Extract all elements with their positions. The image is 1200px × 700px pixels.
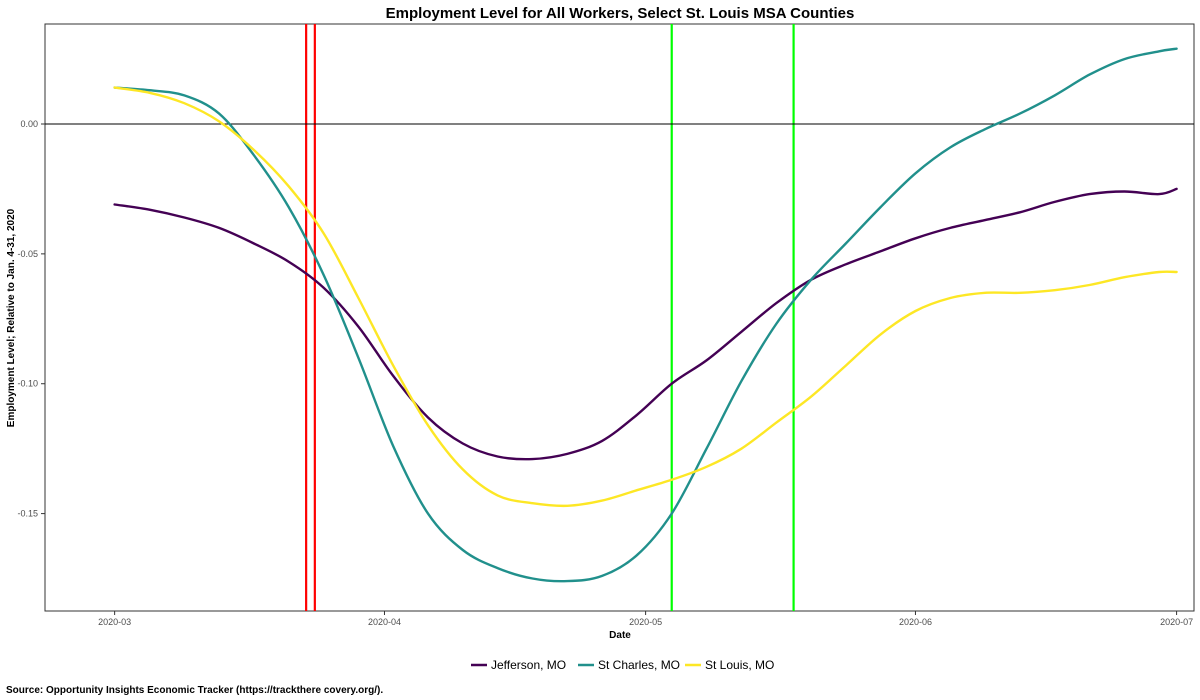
x-tick-label: 2020-07 (1160, 617, 1193, 627)
source-note: Source: Opportunity Insights Economic Tr… (6, 685, 383, 696)
chart-title: Employment Level for All Workers, Select… (386, 5, 855, 22)
y-tick-label: -0.15 (17, 509, 38, 519)
series-line-st-louis-mo (113, 86, 1178, 508)
y-tick-label: -0.05 (17, 249, 38, 259)
x-tick-label: 2020-04 (368, 617, 401, 627)
y-axis-title: Employment Level; Relative to Jan. 4-31,… (6, 208, 17, 427)
vertical-reference-lines (305, 24, 795, 611)
y-axis-ticks: 0.00 -0.05 -0.10 -0.15 (17, 119, 45, 519)
x-tick-label: 2020-06 (899, 617, 932, 627)
series-line-jefferson-mo (113, 187, 1178, 461)
x-axis-title: Date (609, 630, 631, 641)
x-tick-label: 2020-05 (629, 617, 662, 627)
y-tick-label: 0.00 (20, 119, 38, 129)
series-line-st-charles-mo (113, 47, 1178, 583)
series-lines (113, 47, 1178, 583)
legend-label-st-charles: St Charles, MO (598, 658, 680, 672)
legend-label-st-louis: St Louis, MO (705, 658, 774, 672)
x-tick-label: 2020-03 (98, 617, 131, 627)
legend: Jefferson, MO St Charles, MO St Louis, M… (471, 658, 774, 672)
legend-label-jefferson: Jefferson, MO (491, 658, 566, 672)
y-tick-label: -0.10 (17, 379, 38, 389)
x-axis-ticks: 2020-03 2020-04 2020-05 2020-06 2020-07 (98, 611, 1193, 627)
